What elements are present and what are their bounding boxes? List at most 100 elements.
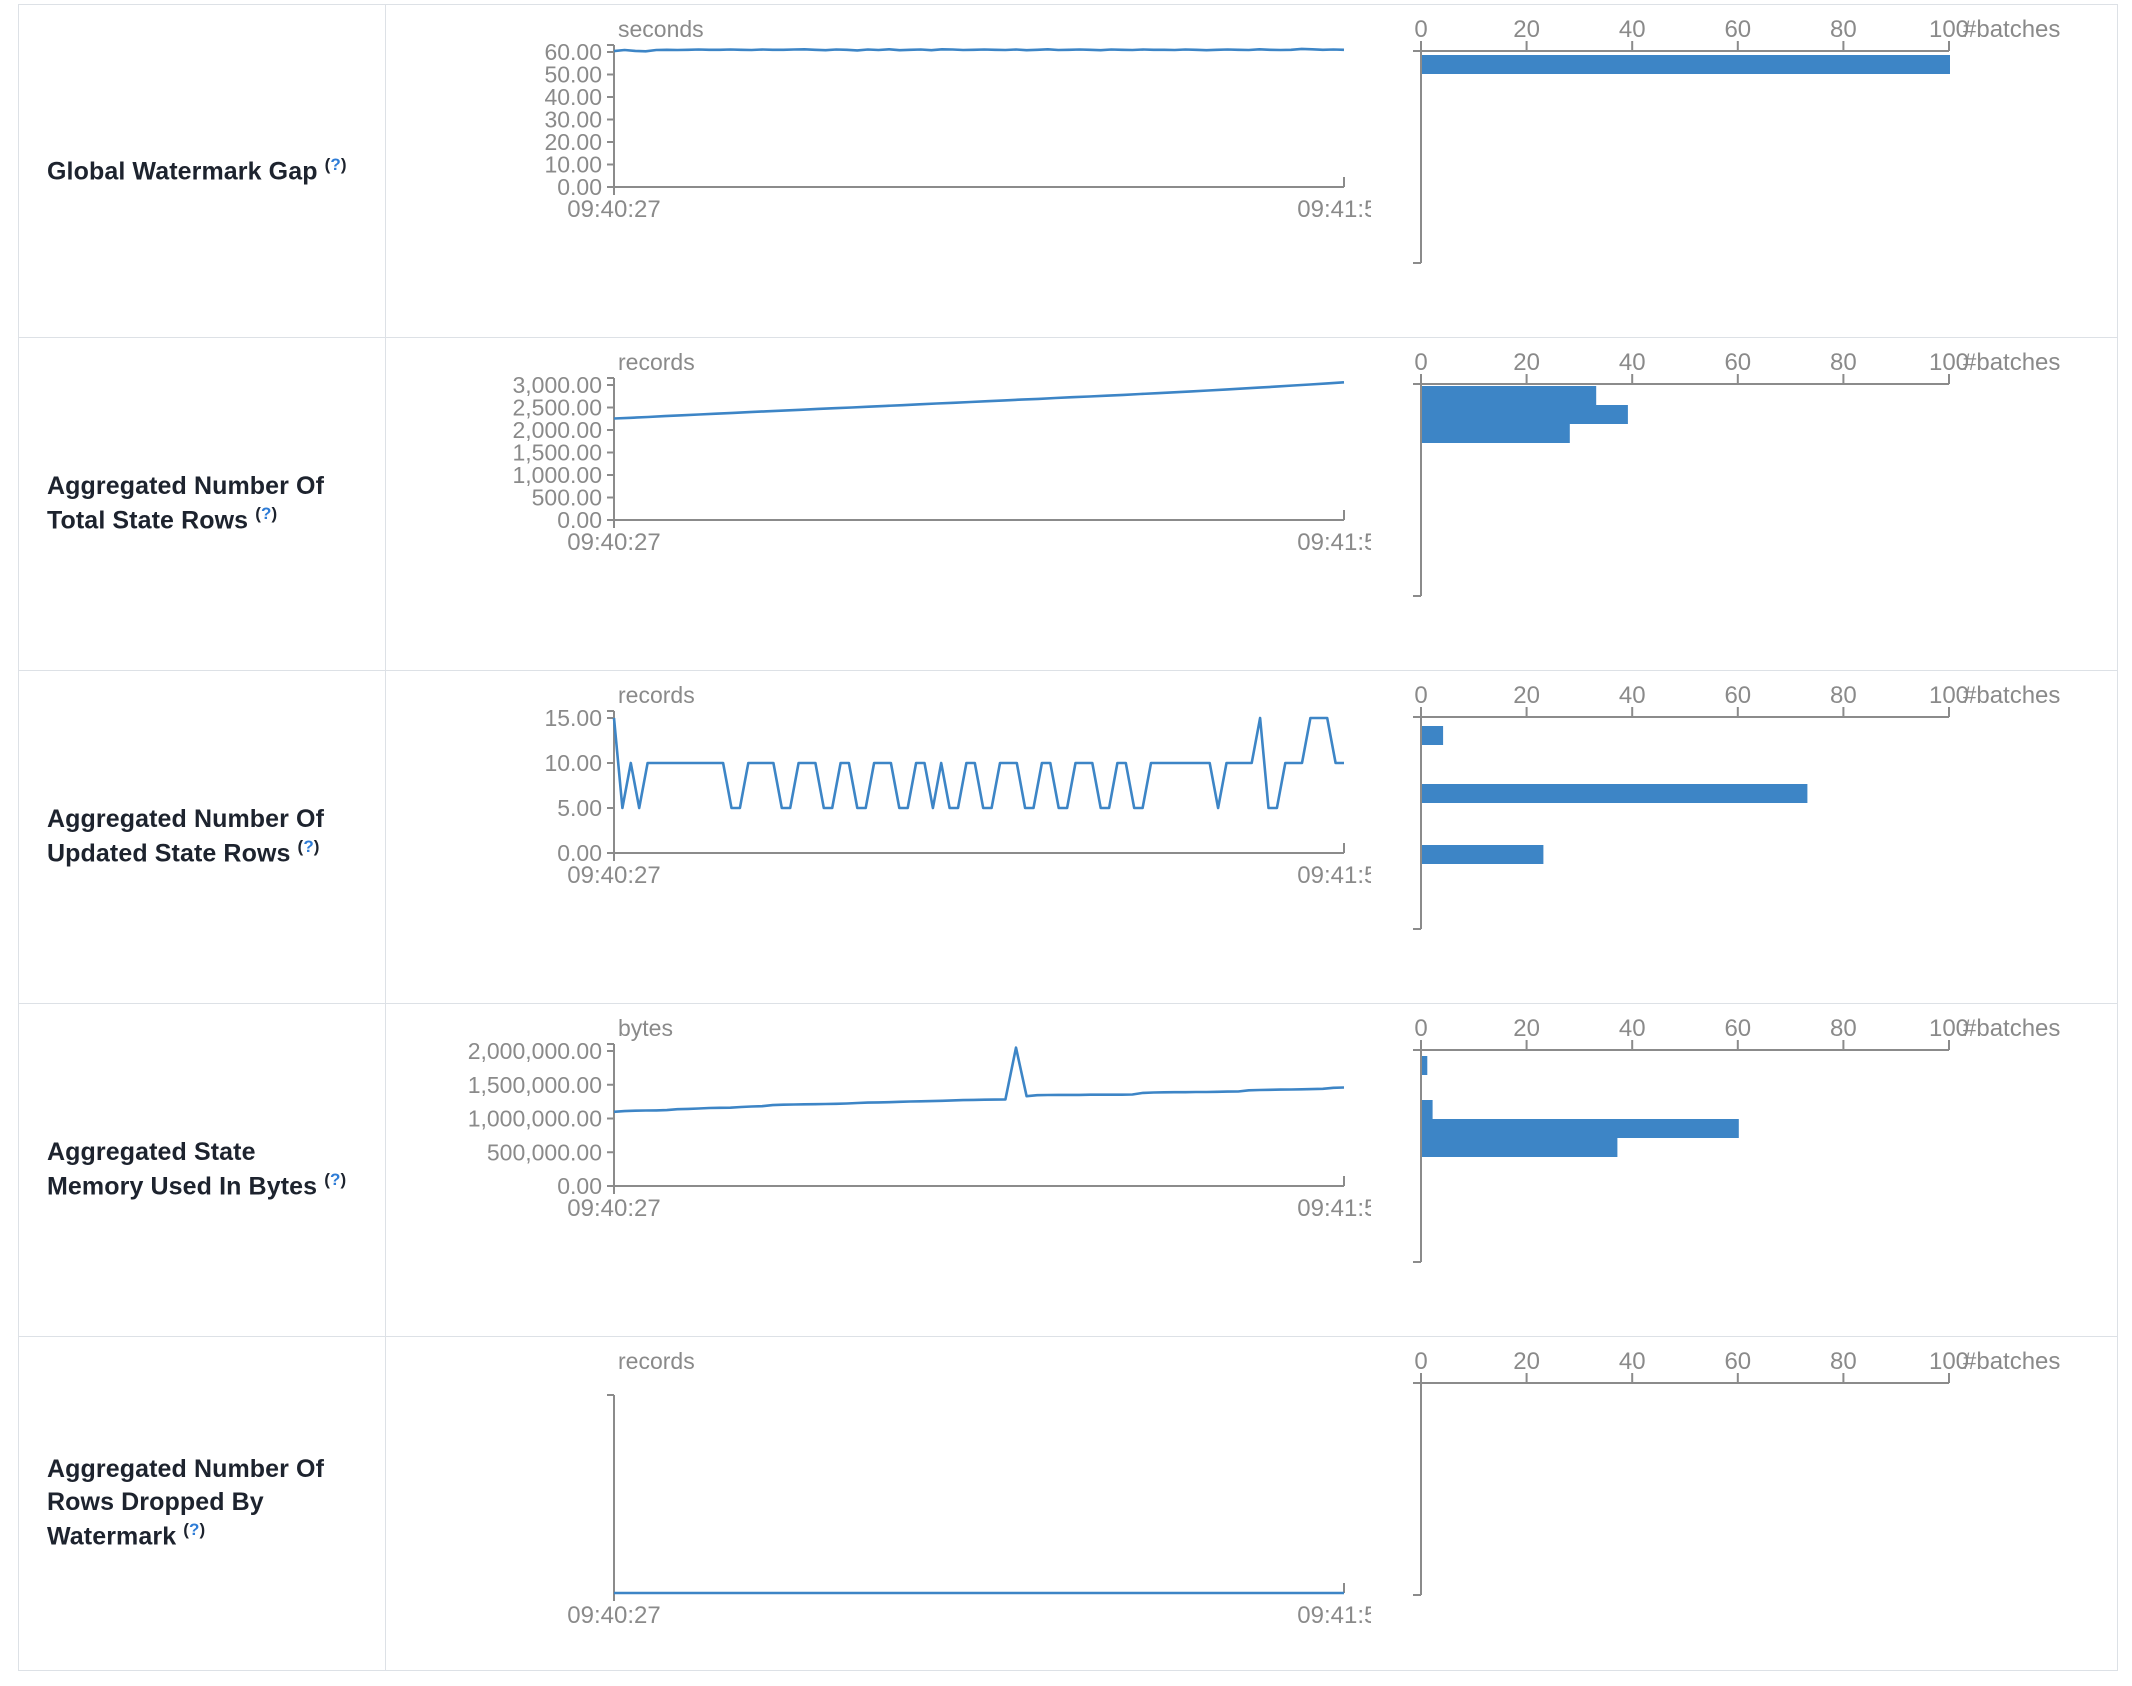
help-tooltip-link[interactable]: (?) xyxy=(325,155,347,174)
batches-axis-tick-label: 100 xyxy=(1929,1015,1969,1042)
metric-row: Global Watermark Gap (?) seconds 60.00 50.0… xyxy=(19,5,2117,338)
help-tooltip-link[interactable]: (?) xyxy=(324,1170,346,1189)
help-tooltip-link[interactable]: (?) xyxy=(183,1520,205,1539)
batches-axis-tick-label: 40 xyxy=(1619,349,1646,376)
metric-title-text: Aggregated State Memory Used In Bytes xyxy=(47,1138,318,1201)
metric-charts-cell: records 09:40:27 09:41:56 0 20 40 60 80 100#batc… xyxy=(386,1337,2119,1670)
batches-axis-unit-label: #batches xyxy=(1963,349,2060,376)
batches-axis-tick-label: 0 xyxy=(1414,16,1427,43)
histogram-bar xyxy=(1422,55,1950,74)
question-mark-icon[interactable]: ? xyxy=(260,504,272,524)
histogram-chart: 0 20 40 60 80 100#batches xyxy=(1413,1015,2060,1263)
histogram-bar xyxy=(1422,405,1628,424)
histogram-chart: 0 20 40 60 80 100#batches xyxy=(1413,1348,2060,1596)
histogram-chart: 0 20 40 60 80 100#batches xyxy=(1413,16,2060,264)
question-mark-icon[interactable]: ? xyxy=(329,1170,341,1190)
batches-axis-tick-label: 60 xyxy=(1724,16,1751,43)
batches-axis-tick-label: 20 xyxy=(1513,1015,1540,1042)
batches-axis-tick-label: 100 xyxy=(1929,349,1969,376)
x-axis-end-label: 09:41:56 xyxy=(1297,862,1371,889)
help-paren-open: ( xyxy=(255,504,261,524)
help-paren-open: ( xyxy=(297,837,304,857)
y-axis-tick-label: 10.00 xyxy=(544,152,602,178)
batches-axis-unit-label: #batches xyxy=(1963,1348,2060,1375)
y-axis-tick-label: 500,000.00 xyxy=(487,1139,602,1165)
y-axis-tick-label: 2,000,000.00 xyxy=(468,1038,602,1064)
help-paren-close: ) xyxy=(199,1520,206,1540)
batches-axis-tick-label: 40 xyxy=(1619,682,1646,709)
timeline-chart: bytes 2,000,000.00 1,500,000.00 1,000,000.0… xyxy=(468,1015,1371,1222)
x-axis-start-label: 09:40:27 xyxy=(567,529,660,556)
timeline-line xyxy=(612,716,1344,810)
batches-axis-tick-label: 0 xyxy=(1414,1348,1427,1375)
y-axis-unit-label: records xyxy=(618,349,695,375)
metric-row: Aggregated Number Of Total State Rows (?… xyxy=(19,338,2117,671)
y-axis-tick-label: 0.00 xyxy=(557,507,602,533)
batches-axis-tick-label: 80 xyxy=(1830,682,1857,709)
metric-charts-cell: bytes 2,000,000.00 1,500,000.00 1,000,000.0… xyxy=(386,1004,2119,1336)
batches-axis-tick-label: 60 xyxy=(1724,682,1751,709)
batches-axis-tick-label: 20 xyxy=(1513,1348,1540,1375)
y-axis-unit-label: bytes xyxy=(618,1015,673,1041)
batches-axis-tick-label: 40 xyxy=(1619,1015,1646,1042)
question-mark-icon[interactable]: ? xyxy=(189,1520,200,1540)
help-tooltip-link[interactable]: (?) xyxy=(255,504,277,523)
x-axis-start-label: 09:40:27 xyxy=(567,862,660,889)
batches-axis-tick-label: 0 xyxy=(1414,682,1427,709)
metric-row: Aggregated Number Of Updated State Rows … xyxy=(19,671,2117,1004)
question-mark-icon[interactable]: ? xyxy=(303,837,314,857)
y-axis-tick-label: 15.00 xyxy=(544,705,602,731)
help-paren-close: ) xyxy=(340,1170,347,1190)
question-mark-icon[interactable]: ? xyxy=(330,154,341,174)
metric-title-text: Global Watermark Gap xyxy=(47,157,318,186)
x-axis-start-label: 09:40:27 xyxy=(567,1602,660,1629)
batches-axis-tick-label: 100 xyxy=(1929,1348,1969,1375)
y-axis-tick-label: 50.00 xyxy=(544,62,602,88)
metric-title-text: Aggregated Number Of Updated State Rows xyxy=(47,805,325,868)
help-paren-open: ( xyxy=(324,154,331,174)
metric-charts-cell: seconds 60.00 50.00 40.00 30.00 20.00 10.00 0.0… xyxy=(386,5,2119,337)
y-axis-tick-label: 60.00 xyxy=(544,39,602,65)
help-paren-open: ( xyxy=(324,1170,330,1190)
histogram-bar xyxy=(1422,845,1544,864)
batches-axis-tick-label: 60 xyxy=(1724,1015,1751,1042)
batches-axis-tick-label: 100 xyxy=(1929,682,1969,709)
histogram-bar xyxy=(1422,784,1808,803)
metric-row: Aggregated Number Of Rows Dropped By Wat… xyxy=(19,1337,2117,1670)
x-axis-start-label: 09:40:27 xyxy=(567,196,660,223)
metric-title: Aggregated Number Of Updated State Rows … xyxy=(47,803,357,870)
histogram-bar xyxy=(1422,1100,1433,1119)
batches-axis-tick-label: 40 xyxy=(1619,1348,1646,1375)
batches-axis-tick-label: 60 xyxy=(1724,349,1751,376)
x-axis-end-label: 09:41:56 xyxy=(1297,196,1371,223)
y-axis-tick-label: 30.00 xyxy=(544,107,602,133)
metric-title-text: Aggregated Number Of Total State Rows xyxy=(47,472,325,535)
metric-title-text: Aggregated Number Of Rows Dropped By Wat… xyxy=(47,1455,325,1551)
help-tooltip-link[interactable]: (?) xyxy=(298,837,320,856)
y-axis-tick-label: 0.00 xyxy=(557,840,602,866)
metric-title: Aggregated State Memory Used In Bytes (?… xyxy=(47,1136,357,1203)
batches-axis-tick-label: 0 xyxy=(1414,349,1427,376)
help-paren-close: ) xyxy=(313,837,320,857)
metric-charts-cell: records 15.00 10.00 5.00 0.00 09:40:27 09:41:5… xyxy=(386,671,2119,1003)
metric-title: Aggregated Number Of Rows Dropped By Wat… xyxy=(47,1453,357,1553)
metric-charts-cell: records 3,000.00 2,500.00 2,000.00 1,500.00 1… xyxy=(386,338,2119,670)
y-axis-tick-label: 3,000.00 xyxy=(512,372,602,398)
y-axis-tick-label: 0.00 xyxy=(557,174,602,200)
batches-axis-tick-label: 80 xyxy=(1830,1348,1857,1375)
x-axis-end-label: 09:41:56 xyxy=(1297,1195,1371,1222)
help-paren-open: ( xyxy=(183,1520,190,1540)
metric-label-cell: Aggregated Number Of Rows Dropped By Wat… xyxy=(19,1337,386,1670)
y-axis-tick-label: 2,500.00 xyxy=(512,395,602,421)
histogram-bar xyxy=(1422,386,1597,405)
x-axis-end-label: 09:41:56 xyxy=(1297,529,1371,556)
y-axis-tick-label: 0.00 xyxy=(557,1173,602,1199)
metric-label-cell: Aggregated Number Of Updated State Rows … xyxy=(19,671,386,1003)
batches-axis-tick-label: 40 xyxy=(1619,16,1646,43)
batches-axis-tick-label: 20 xyxy=(1513,16,1540,43)
histogram-bar xyxy=(1422,726,1444,745)
x-axis-end-label: 09:41:56 xyxy=(1297,1602,1371,1629)
metric-row: Aggregated State Memory Used In Bytes (?… xyxy=(19,1004,2117,1337)
